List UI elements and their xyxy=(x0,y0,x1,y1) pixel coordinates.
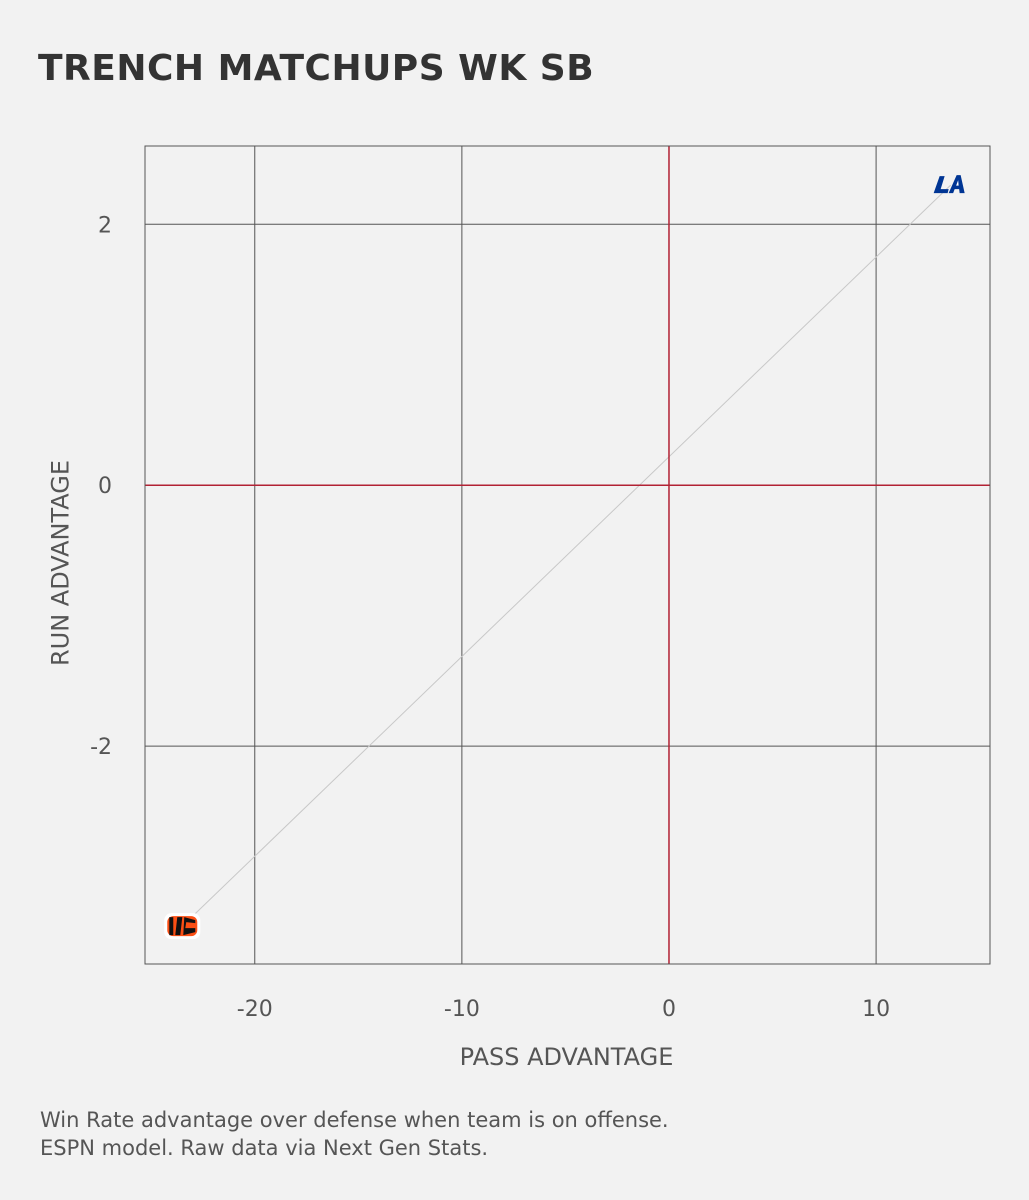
zero-lines xyxy=(145,146,990,964)
trend-line xyxy=(181,184,951,927)
x-tick-label: 10 xyxy=(862,997,890,1022)
footnote: Win Rate advantage over defense when tea… xyxy=(40,1106,669,1162)
rams-logo xyxy=(933,172,968,199)
x-tick-label: -20 xyxy=(237,997,273,1022)
tick-labels: -20 -10 0 10-202 xyxy=(90,213,890,1022)
chart-title: TRENCH MATCHUPS WK SB xyxy=(38,48,595,89)
grid xyxy=(145,146,990,964)
y-tick-label: -2 xyxy=(90,735,112,760)
trend-layer xyxy=(181,184,951,927)
bengals-logo xyxy=(164,913,201,940)
x-axis-label: PASS ADVANTAGE xyxy=(460,1043,674,1071)
scatter-chart: -20 -10 0 10-202 PASS ADVANTAGE RUN ADVANTA… xyxy=(46,145,991,1071)
y-axis-label: RUN ADVANTAGE xyxy=(46,460,74,666)
plot-frame xyxy=(144,145,991,965)
points xyxy=(164,172,968,940)
y-tick-label: 2 xyxy=(98,213,112,238)
footnote-line-2: ESPN model. Raw data via Next Gen Stats. xyxy=(40,1136,489,1160)
x-tick-label: 0 xyxy=(662,997,676,1022)
y-tick-label: 0 xyxy=(98,474,112,499)
footnote-line-1: Win Rate advantage over defense when tea… xyxy=(40,1108,669,1132)
x-tick-label: -10 xyxy=(444,997,480,1022)
